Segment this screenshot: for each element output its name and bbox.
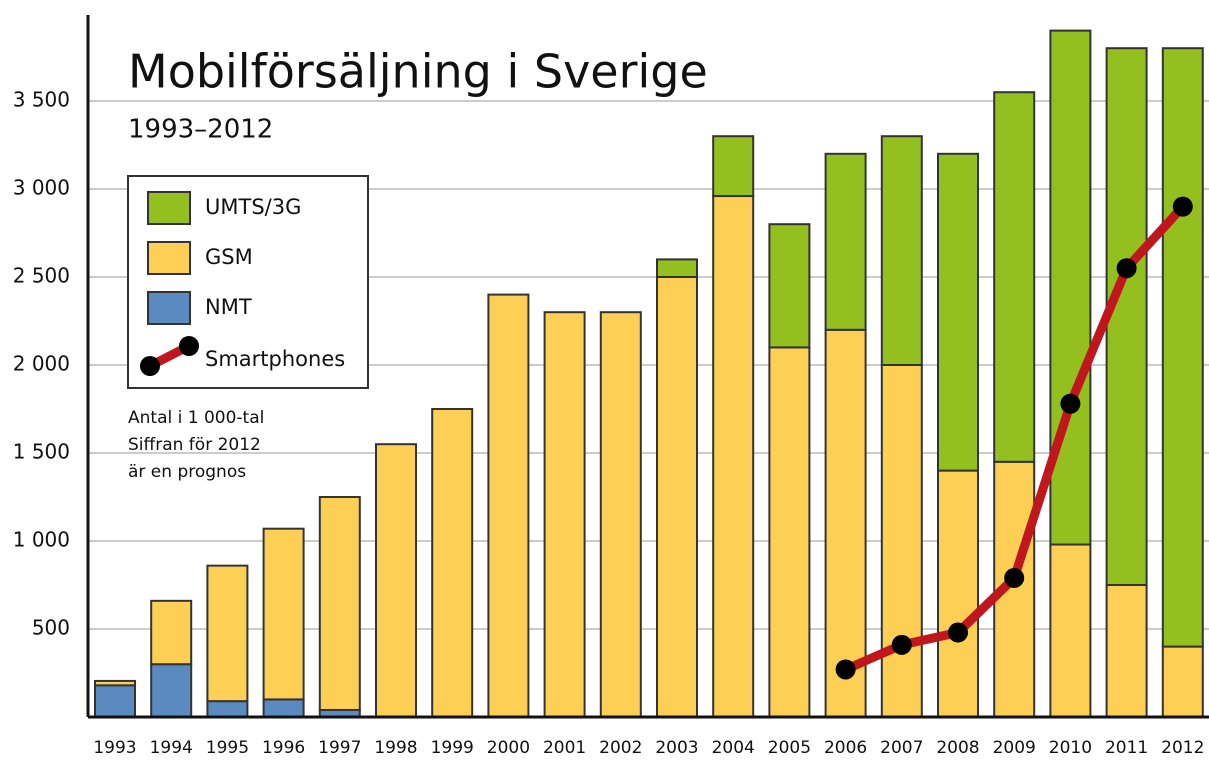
y-tick-label: 2 000 bbox=[13, 352, 70, 376]
x-tick-label: 2007 bbox=[880, 738, 923, 758]
legend-dot bbox=[179, 336, 199, 356]
x-tick-label: 2008 bbox=[936, 738, 979, 758]
bar-segment bbox=[656, 276, 698, 718]
bar-segment bbox=[206, 700, 249, 718]
bar-segment bbox=[1049, 543, 1092, 719]
bar-segment bbox=[94, 679, 136, 687]
x-tick-label: 2001 bbox=[543, 738, 586, 758]
bar-segment bbox=[94, 684, 136, 719]
x-tick-label: 2010 bbox=[1049, 738, 1092, 758]
bar-segment bbox=[937, 469, 979, 718]
bar-segment bbox=[712, 135, 755, 198]
x-tick-label: 2009 bbox=[993, 738, 1036, 758]
legend-swatch bbox=[147, 191, 191, 225]
bar-segment bbox=[375, 443, 417, 718]
y-tick-label: 500 bbox=[32, 616, 70, 640]
y-tick-label: 1 500 bbox=[13, 440, 70, 464]
chart-title: Mobilförsäljning i Sverige bbox=[128, 45, 708, 99]
bar-segment bbox=[150, 663, 193, 719]
y-tick-label: 1 000 bbox=[13, 528, 70, 552]
x-tick-label: 2012 bbox=[1161, 738, 1204, 758]
bar-segment bbox=[262, 527, 305, 701]
legend-label: NMT bbox=[205, 295, 252, 319]
line-point bbox=[891, 634, 912, 655]
x-tick-label: 2002 bbox=[599, 738, 642, 758]
x-tick-label: 2005 bbox=[768, 738, 811, 758]
bar-segment bbox=[880, 135, 923, 366]
bar-segment bbox=[487, 293, 530, 718]
bar-segment bbox=[824, 152, 867, 331]
legend-swatch bbox=[147, 291, 191, 325]
y-tick-label: 2 500 bbox=[13, 264, 70, 288]
bar-segment bbox=[543, 311, 586, 718]
y-tick-label: 3 500 bbox=[13, 88, 70, 112]
legend-label: Smartphones bbox=[205, 347, 345, 371]
bar-segment bbox=[206, 564, 249, 703]
bar-segment bbox=[1161, 645, 1204, 718]
bar-segment bbox=[880, 364, 923, 718]
bar-segment bbox=[1105, 47, 1148, 586]
x-tick-label: 1995 bbox=[206, 738, 249, 758]
bar-segment bbox=[656, 258, 698, 278]
x-tick-label: 2004 bbox=[712, 738, 755, 758]
bar-segment bbox=[712, 195, 755, 719]
chart-subtitle: 1993–2012 bbox=[128, 115, 273, 145]
x-tick-label: 1997 bbox=[318, 738, 361, 758]
x-tick-label: 1993 bbox=[93, 738, 136, 758]
bar-segment bbox=[431, 408, 474, 718]
bar-segment bbox=[1105, 584, 1148, 718]
annotation: är en prognos bbox=[128, 462, 246, 482]
bar-segment bbox=[599, 311, 642, 718]
legend-dot bbox=[140, 356, 160, 376]
bar-segment bbox=[318, 496, 361, 711]
bar-segment bbox=[150, 599, 193, 666]
bar-segment bbox=[768, 223, 811, 349]
x-tick-label: 2003 bbox=[655, 738, 698, 758]
line-point bbox=[948, 622, 968, 643]
legend-swatch bbox=[147, 241, 191, 275]
x-tick-label: 2000 bbox=[487, 738, 530, 758]
annotation: Antal i 1 000-tal bbox=[128, 408, 264, 428]
y-tick-label: 3 000 bbox=[13, 176, 70, 200]
bar-segment bbox=[1049, 29, 1092, 546]
line-point bbox=[1060, 393, 1081, 414]
bar-segment bbox=[937, 152, 979, 472]
x-tick-label: 1999 bbox=[431, 738, 474, 758]
x-tick-label: 1998 bbox=[374, 738, 417, 758]
bar-segment bbox=[1161, 47, 1204, 648]
bar-segment bbox=[993, 91, 1036, 463]
legend-label: UMTS/3G bbox=[205, 195, 301, 219]
annotation: Siffran för 2012 bbox=[128, 435, 261, 455]
legend: UMTS/3G GSM NMT Smartphones bbox=[127, 175, 369, 389]
line-point bbox=[1004, 567, 1025, 588]
x-tick-label: 2011 bbox=[1105, 738, 1148, 758]
x-tick-label: 1994 bbox=[150, 738, 193, 758]
line-point bbox=[835, 659, 856, 680]
bar-segment bbox=[262, 698, 305, 719]
bar-segment bbox=[768, 346, 811, 718]
line-point bbox=[1116, 258, 1137, 279]
line-point bbox=[1172, 196, 1193, 217]
legend-label: GSM bbox=[205, 245, 253, 269]
x-tick-label: 2006 bbox=[824, 738, 867, 758]
x-tick-label: 1996 bbox=[262, 738, 305, 758]
